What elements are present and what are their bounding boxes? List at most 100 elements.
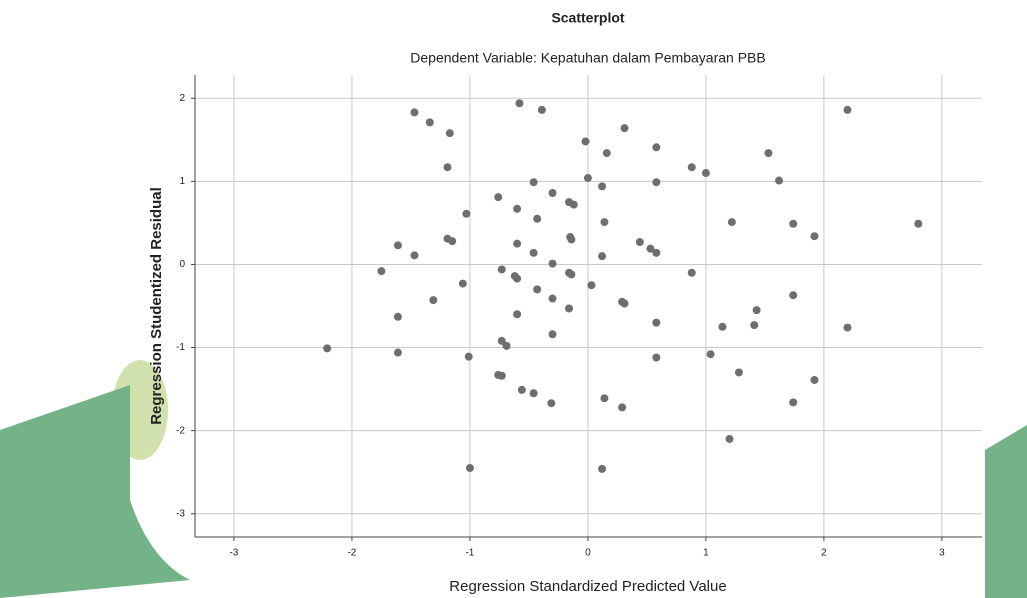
y-tick-label: -2 [176, 425, 185, 436]
y-axis-label: Regression Studentized Residual [148, 187, 165, 425]
point [652, 178, 661, 187]
point [602, 149, 611, 158]
point [393, 348, 402, 357]
point [323, 344, 332, 353]
point [393, 241, 402, 250]
point [752, 306, 761, 315]
point [533, 214, 542, 223]
point [652, 318, 661, 327]
point [750, 321, 759, 330]
point [567, 235, 576, 244]
x-tick-label: 0 [585, 548, 591, 559]
point [513, 204, 522, 213]
point [646, 244, 655, 253]
point [775, 176, 784, 185]
point [598, 464, 607, 473]
x-axis-label: Regression Standardized Predicted Value [449, 578, 726, 595]
x-tick-label: -3 [229, 548, 238, 559]
point [843, 105, 852, 114]
point [547, 399, 556, 408]
point [393, 312, 402, 321]
y-tick-label: -3 [176, 508, 185, 519]
y-tick-label: 2 [179, 93, 185, 104]
point [513, 310, 522, 319]
point [529, 389, 538, 398]
point [725, 434, 734, 443]
point [448, 237, 457, 246]
point [620, 124, 629, 133]
point [810, 232, 819, 241]
point [581, 137, 590, 146]
point [701, 169, 710, 178]
point [458, 279, 467, 288]
point [565, 304, 574, 313]
point [914, 219, 923, 228]
point [429, 296, 438, 305]
point [600, 394, 609, 403]
point [598, 182, 607, 191]
point [548, 188, 557, 197]
y-tick-label: 1 [179, 176, 185, 187]
watermark-shape [985, 425, 1027, 598]
point [583, 174, 592, 183]
point [635, 238, 644, 247]
point [377, 267, 386, 276]
point [548, 294, 557, 303]
watermark [0, 360, 1027, 598]
point [548, 330, 557, 339]
point [843, 323, 852, 332]
point [515, 99, 524, 108]
point [727, 218, 736, 227]
point [513, 239, 522, 248]
point [425, 118, 434, 127]
point [600, 218, 609, 227]
point [687, 163, 696, 172]
x-tick-label: 1 [703, 548, 709, 559]
point [513, 274, 522, 283]
point [810, 375, 819, 384]
x-tick-label: -1 [465, 548, 474, 559]
point [494, 193, 503, 202]
point [410, 251, 419, 260]
point [618, 403, 627, 412]
point [497, 265, 506, 274]
point [529, 248, 538, 257]
point [652, 353, 661, 362]
point [734, 368, 743, 377]
point [443, 163, 452, 172]
point [548, 259, 557, 268]
point [529, 178, 538, 187]
point [652, 248, 661, 257]
point [502, 341, 511, 350]
x-tick-label: 3 [939, 548, 945, 559]
point [789, 291, 798, 300]
point [465, 464, 474, 473]
x-tick-label: 2 [821, 548, 827, 559]
chart-subtitle: Dependent Variable: Kepatuhan dalam Pemb… [410, 50, 765, 66]
chart-title: Scatterplot [551, 10, 624, 26]
point [497, 371, 506, 380]
point [587, 281, 596, 290]
point [567, 270, 576, 279]
point [410, 108, 419, 117]
point [706, 350, 715, 359]
plot-area [195, 75, 982, 537]
point [533, 285, 542, 294]
point [537, 105, 546, 114]
y-tick-label: 0 [179, 259, 185, 270]
point [718, 322, 727, 331]
point [569, 200, 578, 209]
watermark-shape [0, 385, 190, 598]
point [789, 219, 798, 228]
point [652, 143, 661, 152]
point [620, 299, 629, 308]
x-tick-label: -2 [347, 548, 356, 559]
point [462, 209, 471, 218]
point [445, 129, 454, 138]
point [517, 385, 526, 394]
point [497, 336, 506, 345]
point [687, 268, 696, 277]
point [789, 398, 798, 407]
